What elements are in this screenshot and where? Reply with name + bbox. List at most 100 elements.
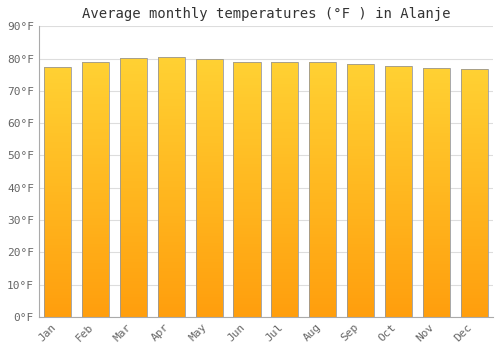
Bar <box>347 86 374 89</box>
Bar <box>234 247 260 250</box>
Bar <box>44 189 72 192</box>
Bar <box>120 62 147 65</box>
Bar <box>422 86 450 89</box>
Bar <box>82 310 109 314</box>
Bar <box>347 301 374 304</box>
Bar <box>120 278 147 281</box>
Bar <box>347 241 374 244</box>
Bar <box>158 200 185 203</box>
Bar <box>309 187 336 190</box>
Bar <box>196 233 223 236</box>
Bar <box>234 225 260 228</box>
Bar <box>196 272 223 275</box>
Bar <box>422 270 450 273</box>
Bar <box>120 291 147 294</box>
Bar <box>347 263 374 266</box>
Bar <box>234 113 260 117</box>
Bar <box>271 173 298 176</box>
Bar <box>44 217 72 220</box>
Bar <box>422 164 450 167</box>
Bar <box>120 159 147 162</box>
Bar <box>460 106 488 109</box>
Bar <box>196 136 223 140</box>
Bar <box>120 113 147 117</box>
Bar <box>44 79 72 83</box>
Bar <box>158 132 185 135</box>
Bar <box>460 159 488 162</box>
Bar <box>309 301 336 304</box>
Bar <box>460 94 488 97</box>
Bar <box>460 183 488 187</box>
Bar <box>196 114 223 117</box>
Bar <box>44 101 72 104</box>
Bar <box>196 127 223 130</box>
Bar <box>158 106 185 109</box>
Bar <box>347 260 374 263</box>
Bar <box>385 66 412 317</box>
Bar <box>460 190 488 193</box>
Bar <box>44 236 72 239</box>
Bar <box>82 295 109 298</box>
Bar <box>309 298 336 301</box>
Bar <box>44 151 72 154</box>
Bar <box>196 259 223 262</box>
Bar <box>271 126 298 129</box>
Bar <box>460 116 488 118</box>
Bar <box>347 225 374 228</box>
Bar <box>309 240 336 244</box>
Bar <box>422 273 450 276</box>
Bar <box>422 301 450 304</box>
Bar <box>271 218 298 221</box>
Bar <box>158 171 185 174</box>
Bar <box>196 291 223 294</box>
Bar <box>196 197 223 201</box>
Bar <box>196 120 223 123</box>
Bar <box>120 58 147 62</box>
Bar <box>271 250 298 253</box>
Bar <box>120 71 147 75</box>
Bar <box>120 110 147 113</box>
Bar <box>158 210 185 213</box>
Bar <box>120 104 147 107</box>
Bar <box>158 138 185 142</box>
Bar <box>347 131 374 134</box>
Bar <box>82 253 109 257</box>
Bar <box>234 218 260 222</box>
Bar <box>347 257 374 260</box>
Bar <box>347 102 374 105</box>
Bar <box>158 232 185 236</box>
Bar <box>234 199 260 202</box>
Bar <box>422 217 450 220</box>
Bar <box>158 122 185 125</box>
Bar <box>422 108 450 111</box>
Bar <box>82 104 109 107</box>
Bar <box>460 75 488 78</box>
Bar <box>44 245 72 248</box>
Bar <box>196 146 223 149</box>
Bar <box>120 307 147 310</box>
Bar <box>347 175 374 178</box>
Bar <box>120 304 147 307</box>
Bar <box>120 130 147 133</box>
Bar <box>309 199 336 202</box>
Bar <box>196 94 223 98</box>
Bar <box>234 231 260 234</box>
Bar <box>347 77 374 80</box>
Bar <box>385 147 412 150</box>
Bar <box>120 272 147 275</box>
Bar <box>120 230 147 233</box>
Bar <box>82 158 109 161</box>
Bar <box>158 255 185 258</box>
Bar <box>460 314 488 317</box>
Bar <box>309 260 336 263</box>
Bar <box>196 194 223 197</box>
Bar <box>158 74 185 77</box>
Bar <box>271 100 298 103</box>
Bar <box>460 211 488 215</box>
Bar <box>347 251 374 254</box>
Bar <box>385 129 412 132</box>
Bar <box>385 229 412 232</box>
Bar <box>309 65 336 69</box>
Bar <box>158 125 185 129</box>
Bar <box>347 238 374 241</box>
